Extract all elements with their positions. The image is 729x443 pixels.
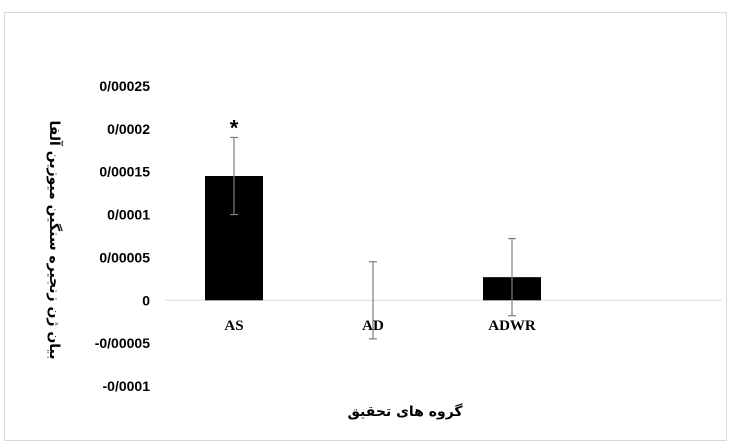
significance-marker: *: [230, 115, 239, 140]
x-category-label: ADWR: [488, 318, 536, 334]
error-bars: [230, 136, 516, 340]
x-axis-categories: AS AD ADWR: [224, 318, 536, 334]
y-axis-ticks: -0/0001 -0/00005 0 0/00005 0/0001 0/00015 0/00…: [95, 78, 150, 394]
y-tick-label: -0/0001: [103, 378, 151, 394]
y-tick-label: -0/00005: [95, 335, 150, 351]
x-axis-title: گروه های تحقیق: [347, 403, 463, 420]
y-tick-label: 0/0002: [107, 121, 150, 137]
y-axis-title: بیان ژن زنجیره سنگین میوزین آلفا: [46, 120, 64, 359]
y-tick-label: 0/0001: [107, 207, 150, 223]
y-tick-label: 0/00015: [99, 164, 150, 180]
x-category-label: AD: [362, 318, 384, 334]
y-tick-label: 0/00025: [99, 78, 150, 94]
y-tick-label: 0: [142, 292, 150, 308]
annotations: *: [230, 115, 239, 140]
y-tick-label: 0/00005: [99, 249, 150, 265]
chart-area: [4, 12, 727, 441]
x-category-label: AS: [224, 318, 243, 334]
